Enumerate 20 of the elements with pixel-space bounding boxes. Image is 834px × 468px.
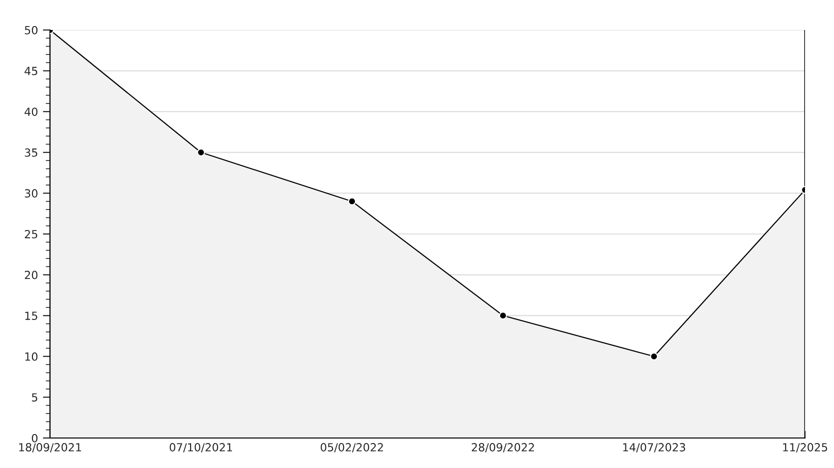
x-tick-label: 11/2025 xyxy=(783,443,828,452)
y-tick-label: 0 xyxy=(32,434,38,442)
x-tick-label: 28/09/2022 xyxy=(472,443,534,452)
x-tick-label: 07/10/2021 xyxy=(170,443,232,452)
x-tick-label: 18/09/2021 xyxy=(19,443,81,452)
y-tick-label: 30 xyxy=(24,189,38,198)
y-tick-label: 25 xyxy=(24,230,38,238)
y-tick-label: 5 xyxy=(32,393,38,402)
x-tick-label: 14/07/2023 xyxy=(623,443,686,452)
y-tick-label: 40 xyxy=(24,108,38,116)
y-tick-label: 20 xyxy=(24,270,38,280)
y-tick-label: 50 xyxy=(24,26,38,34)
y-tick-label: 15 xyxy=(25,312,38,320)
y-tick-label: 10 xyxy=(25,352,38,361)
point xyxy=(348,197,356,206)
point xyxy=(650,352,658,360)
point xyxy=(499,312,507,320)
y-tick-label: 35 xyxy=(24,148,38,157)
x-tick-label: 05/02/2022 xyxy=(320,443,383,452)
y-tick-label: 45 xyxy=(24,66,38,76)
